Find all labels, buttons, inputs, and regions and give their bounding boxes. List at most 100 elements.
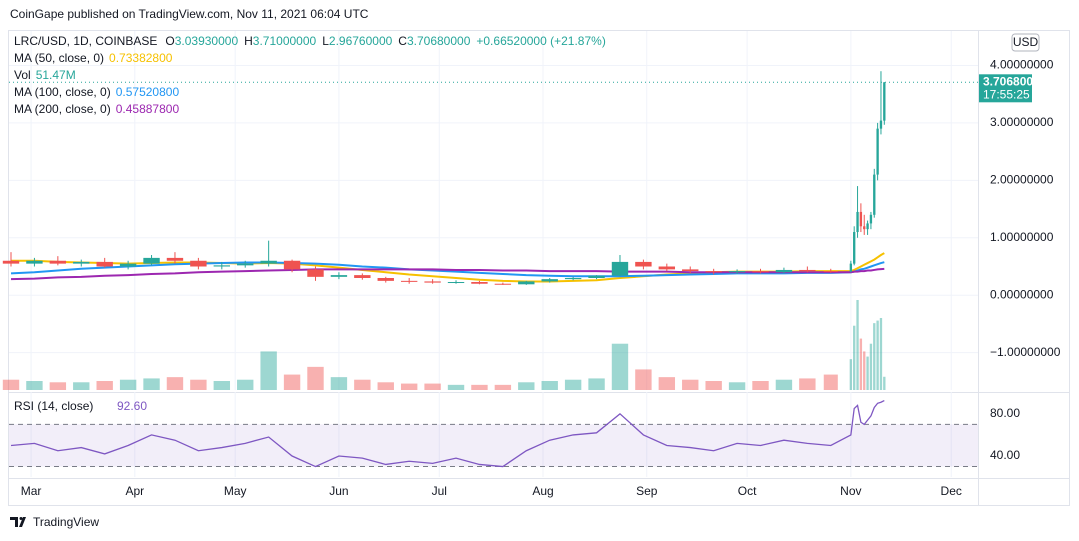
candle-body — [866, 223, 869, 230]
legend-name: MA (200, close, 0) — [14, 102, 111, 116]
volume-bar — [682, 379, 699, 390]
candle-body — [682, 269, 699, 272]
volume-bar — [873, 323, 876, 390]
ohlc-value: 3.03930000 — [175, 34, 239, 48]
candle-body — [424, 281, 441, 283]
volume-bar — [354, 379, 371, 390]
volume-bar — [823, 374, 838, 390]
y-tick-label: 4.00000000 — [990, 58, 1054, 72]
volume-bar — [96, 381, 113, 390]
candle-body — [823, 271, 838, 273]
rsi-band — [9, 424, 978, 467]
candle-body — [377, 277, 394, 281]
volume-bar — [775, 379, 793, 390]
volume-bar — [866, 356, 869, 390]
volume-bar — [400, 383, 418, 390]
candle-body — [564, 277, 582, 280]
candle-body — [541, 279, 558, 282]
y-tick-label: 0.00000000 — [990, 287, 1054, 301]
volume-bar — [705, 381, 722, 390]
candle-body — [213, 265, 231, 267]
x-tick-label: Apr — [125, 484, 144, 498]
candle-body — [166, 257, 184, 261]
volume-bar — [26, 381, 43, 390]
volume-bar — [2, 379, 20, 390]
plot — [2, 71, 978, 390]
candle-body — [518, 281, 535, 285]
volume-bar — [863, 351, 866, 390]
last-price-label: 3.70680000 — [983, 74, 1047, 88]
volume-bar — [728, 382, 746, 390]
rsi-tick-label: 80.00 — [990, 406, 1020, 420]
candle-body — [190, 260, 207, 267]
ohlc-key: O — [165, 34, 174, 48]
legend-name: MA (100, close, 0) — [14, 85, 111, 99]
candle-body — [849, 263, 853, 272]
candle-body — [96, 261, 113, 267]
candle-body — [879, 120, 883, 129]
candle-body — [705, 271, 722, 273]
candle-body — [471, 282, 488, 284]
legend-value: 0.57520800 — [116, 85, 180, 99]
candle-body — [260, 260, 277, 264]
candle-body — [26, 260, 43, 264]
volume-bar — [883, 376, 886, 390]
volume-bar — [541, 381, 558, 390]
candle-body — [73, 261, 90, 264]
rsi-line — [10, 399, 885, 468]
candle-body — [883, 82, 886, 121]
ohlc-value: 3.71000000 — [253, 34, 317, 48]
candle-body — [873, 174, 876, 215]
candle-body — [237, 263, 254, 266]
legend-value: 0.73382800 — [109, 51, 173, 65]
candle-body — [752, 271, 769, 273]
currency-button[interactable] — [1011, 33, 1040, 52]
x-tick-label: Oct — [738, 484, 757, 498]
candle-body — [859, 211, 863, 227]
candle-body — [143, 257, 160, 264]
y-tick-label: 1.00000000 — [990, 230, 1054, 244]
candle-body — [611, 261, 629, 276]
candle-body — [283, 260, 301, 270]
candle-body — [2, 260, 20, 264]
frame — [8, 30, 1070, 506]
ohlc-key: H — [244, 34, 253, 48]
symbol: LRC/USD, 1D, COINBASE — [14, 34, 157, 48]
y-tick-label: 2.00000000 — [990, 173, 1054, 187]
volume-bar — [564, 379, 582, 390]
volume-bar — [471, 384, 488, 390]
rsi-name: RSI (14, close) — [14, 399, 93, 413]
volume-bar — [190, 379, 207, 390]
candle-body — [494, 283, 512, 285]
volume-bar — [752, 381, 769, 390]
volume-bar — [143, 378, 160, 390]
volume-bar — [260, 351, 277, 390]
candle-body — [119, 263, 137, 267]
ohlc-key: C — [398, 34, 407, 48]
volume-bar — [876, 320, 879, 390]
last-price-tag — [979, 74, 1032, 103]
volume-bar — [869, 343, 873, 390]
legend-name: Vol — [14, 68, 31, 82]
candle-body — [856, 211, 859, 233]
currency-label: USD — [1013, 35, 1039, 49]
volume-bar — [799, 378, 816, 390]
candle-body — [799, 269, 816, 272]
candle-body — [876, 128, 879, 175]
candle-body — [400, 280, 418, 282]
candle-body — [588, 275, 605, 278]
change: +0.66520000 (+21.87%) — [476, 34, 605, 48]
ohlc-key: L — [322, 34, 329, 48]
volume-bar — [237, 379, 254, 390]
candle-body — [658, 266, 676, 270]
volume-bar — [658, 377, 676, 390]
countdown: 17:55:25 — [983, 87, 1030, 101]
x-tick-label: Nov — [840, 484, 861, 498]
volume-bar — [879, 318, 883, 390]
volume-bar — [377, 382, 394, 390]
volume-bar — [166, 377, 184, 390]
candle-body — [853, 232, 856, 264]
y-tick-label: −1.00000000 — [990, 345, 1061, 359]
